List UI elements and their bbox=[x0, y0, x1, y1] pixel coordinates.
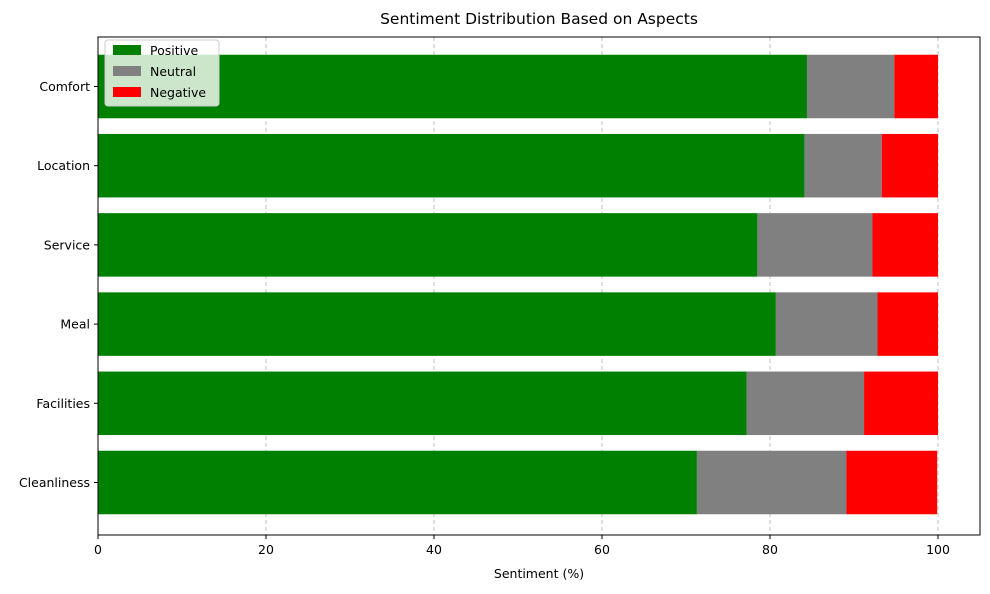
bar-neutral-facilities bbox=[746, 371, 865, 436]
bar-neutral-cleanliness bbox=[696, 450, 847, 515]
bar-positive-cleanliness bbox=[98, 450, 697, 515]
chart-title: Sentiment Distribution Based on Aspects bbox=[380, 10, 698, 28]
bar-positive-meal bbox=[98, 292, 776, 356]
x-tick-label: 80 bbox=[762, 542, 778, 557]
legend-label-negative: Negative bbox=[150, 85, 206, 100]
bar-neutral-meal bbox=[775, 292, 878, 356]
bar-negative-service bbox=[872, 213, 938, 277]
bar-positive-location bbox=[98, 133, 805, 198]
y-tick-label: Cleanliness bbox=[19, 475, 90, 490]
y-tick-label: Meal bbox=[60, 317, 90, 332]
bars bbox=[98, 54, 938, 515]
axes: Cleanliness Facilities Meal Service Location… bbox=[19, 36, 981, 557]
x-tick-label: 40 bbox=[426, 542, 442, 557]
bar-neutral-comfort bbox=[806, 54, 895, 119]
bar-neutral-service bbox=[757, 213, 873, 277]
bar-positive-service bbox=[98, 213, 758, 277]
bar-neutral-location bbox=[804, 133, 882, 198]
x-tick-label: 20 bbox=[258, 542, 274, 557]
bar-positive-facilities bbox=[98, 371, 747, 436]
x-tick-label: 60 bbox=[594, 542, 610, 557]
legend-label-neutral: Neutral bbox=[150, 64, 196, 79]
x-tick-label: 0 bbox=[94, 542, 102, 557]
bar-negative-facilities bbox=[864, 371, 938, 436]
x-tick-label: 100 bbox=[926, 542, 950, 557]
y-tick-label: Service bbox=[44, 237, 91, 252]
legend-label-positive: Positive bbox=[150, 43, 198, 58]
plot-frame bbox=[97, 36, 981, 536]
legend-swatch-positive bbox=[113, 45, 141, 55]
bar-negative-meal bbox=[877, 292, 938, 356]
bar-negative-comfort bbox=[894, 54, 938, 119]
bar-negative-cleanliness bbox=[846, 450, 938, 515]
y-tick-label: Location bbox=[37, 158, 90, 173]
legend-swatch-neutral bbox=[113, 66, 141, 76]
x-axis-label: Sentiment (%) bbox=[494, 566, 584, 581]
legend-swatch-negative bbox=[113, 87, 141, 97]
y-tick-label: Facilities bbox=[36, 396, 90, 411]
legend: Positive Neutral Negative bbox=[104, 39, 220, 107]
y-tick-label: Comfort bbox=[39, 79, 90, 94]
bar-negative-location bbox=[881, 133, 938, 198]
